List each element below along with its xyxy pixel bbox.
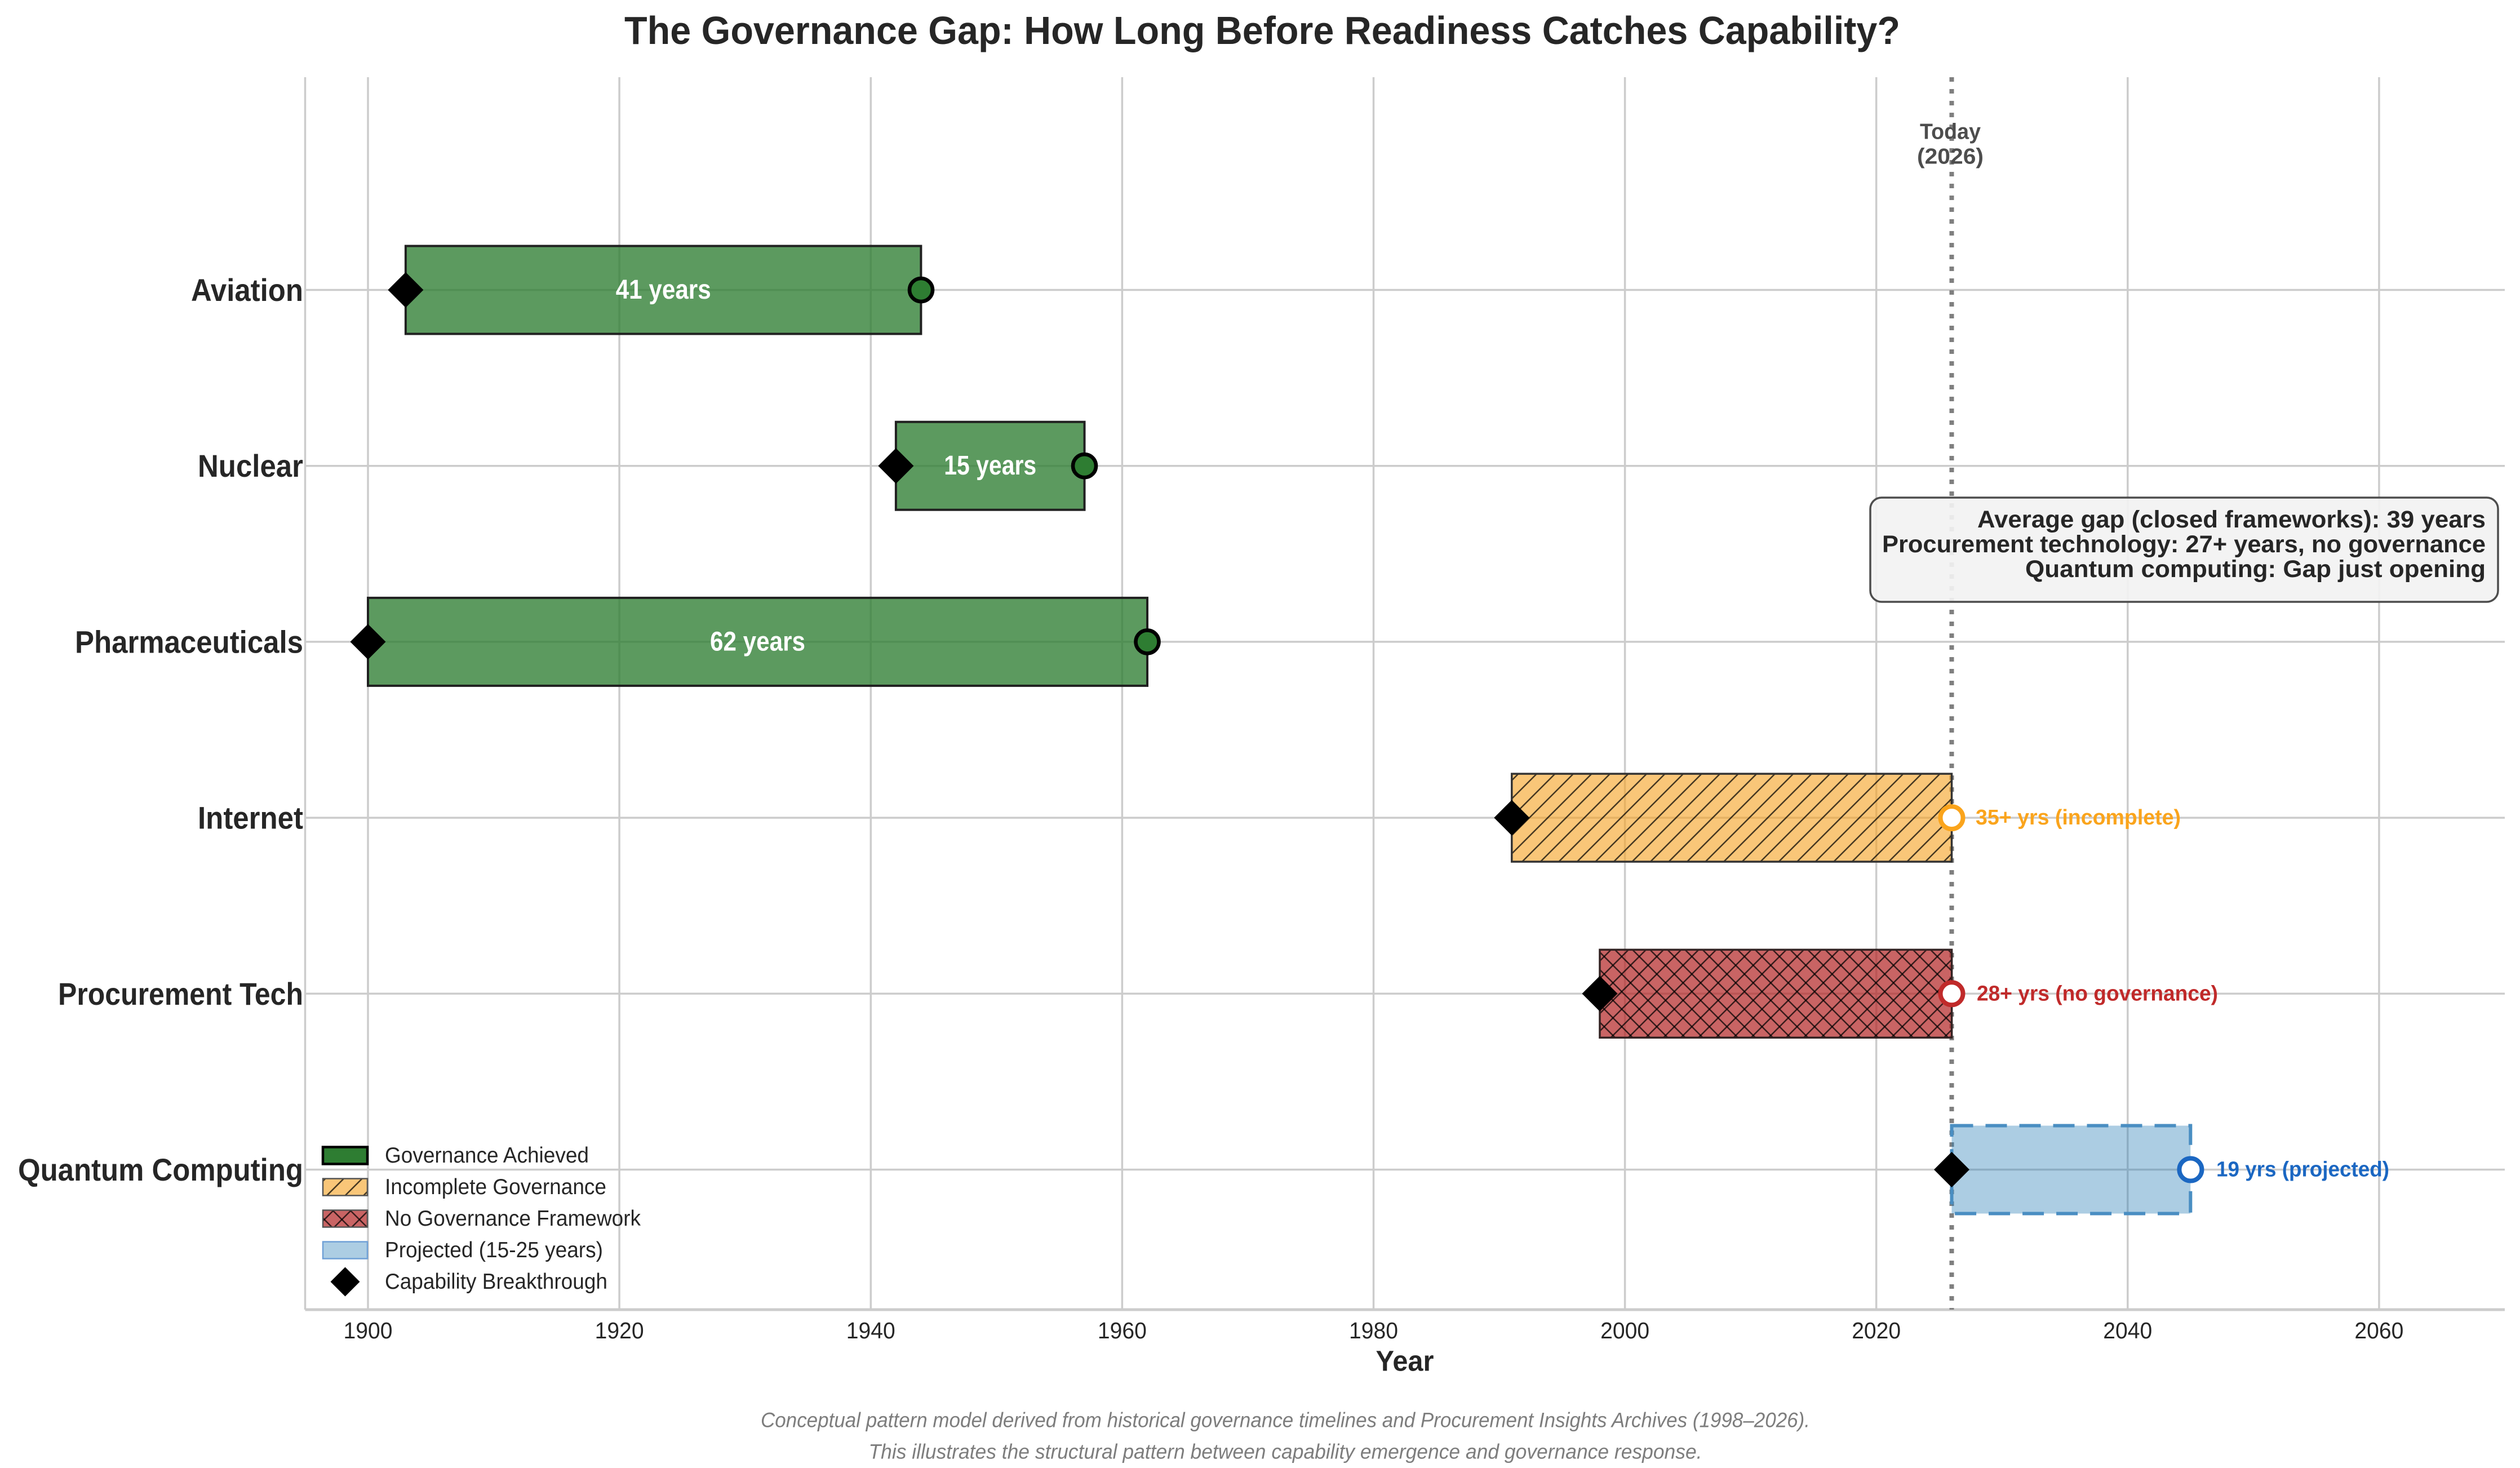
svg-text:Internet: Internet [198, 800, 303, 836]
svg-text:2040: 2040 [2103, 1318, 2152, 1343]
svg-text:The Governance Gap: How Long B: The Governance Gap: How Long Before Read… [624, 8, 1900, 52]
svg-text:No Governance Framework: No Governance Framework [385, 1207, 641, 1231]
svg-text:35+ yrs (incomplete): 35+ yrs (incomplete) [1976, 806, 2181, 830]
svg-text:2000: 2000 [1600, 1318, 1649, 1343]
svg-text:This illustrates the structura: This illustrates the structural pattern … [869, 1440, 1702, 1463]
svg-text:Quantum Computing: Quantum Computing [18, 1152, 303, 1187]
svg-text:Average gap (closed frameworks: Average gap (closed frameworks): 39 year… [1977, 506, 2486, 533]
svg-text:1920: 1920 [595, 1318, 644, 1343]
svg-text:Nuclear: Nuclear [198, 448, 303, 484]
svg-text:Year: Year [1376, 1345, 1434, 1377]
svg-text:1980: 1980 [1349, 1318, 1398, 1343]
svg-text:2020: 2020 [1852, 1318, 1901, 1343]
svg-text:15 years: 15 years [944, 451, 1036, 481]
svg-text:2060: 2060 [2354, 1318, 2403, 1343]
svg-text:Incomplete Governance: Incomplete Governance [385, 1175, 606, 1199]
svg-text:Governance Achieved: Governance Achieved [385, 1143, 589, 1168]
svg-text:Today: Today [1920, 120, 1981, 144]
svg-text:Procurement technology: 27+ ye: Procurement technology: 27+ years, no go… [1882, 531, 2486, 558]
svg-text:(2026): (2026) [1917, 145, 1984, 169]
svg-text:Capability Breakthrough: Capability Breakthrough [385, 1270, 607, 1294]
svg-text:1960: 1960 [1098, 1318, 1147, 1343]
svg-text:1900: 1900 [344, 1318, 393, 1343]
svg-text:41 years: 41 years [616, 275, 711, 305]
svg-text:19 yrs (projected): 19 yrs (projected) [2216, 1158, 2389, 1182]
svg-text:Quantum computing: Gap just op: Quantum computing: Gap just opening [2025, 556, 2486, 583]
svg-text:Aviation: Aviation [191, 272, 303, 308]
svg-text:Projected (15-25 years): Projected (15-25 years) [385, 1238, 603, 1262]
svg-text:Pharmaceuticals: Pharmaceuticals [75, 624, 303, 659]
svg-text:Conceptual pattern model deriv: Conceptual pattern model derived from hi… [761, 1409, 1810, 1432]
svg-text:Procurement Tech: Procurement Tech [58, 976, 303, 1012]
svg-text:1940: 1940 [846, 1318, 895, 1343]
svg-text:28+ yrs (no governance): 28+ yrs (no governance) [1977, 982, 2218, 1005]
svg-text:62 years: 62 years [710, 627, 805, 657]
